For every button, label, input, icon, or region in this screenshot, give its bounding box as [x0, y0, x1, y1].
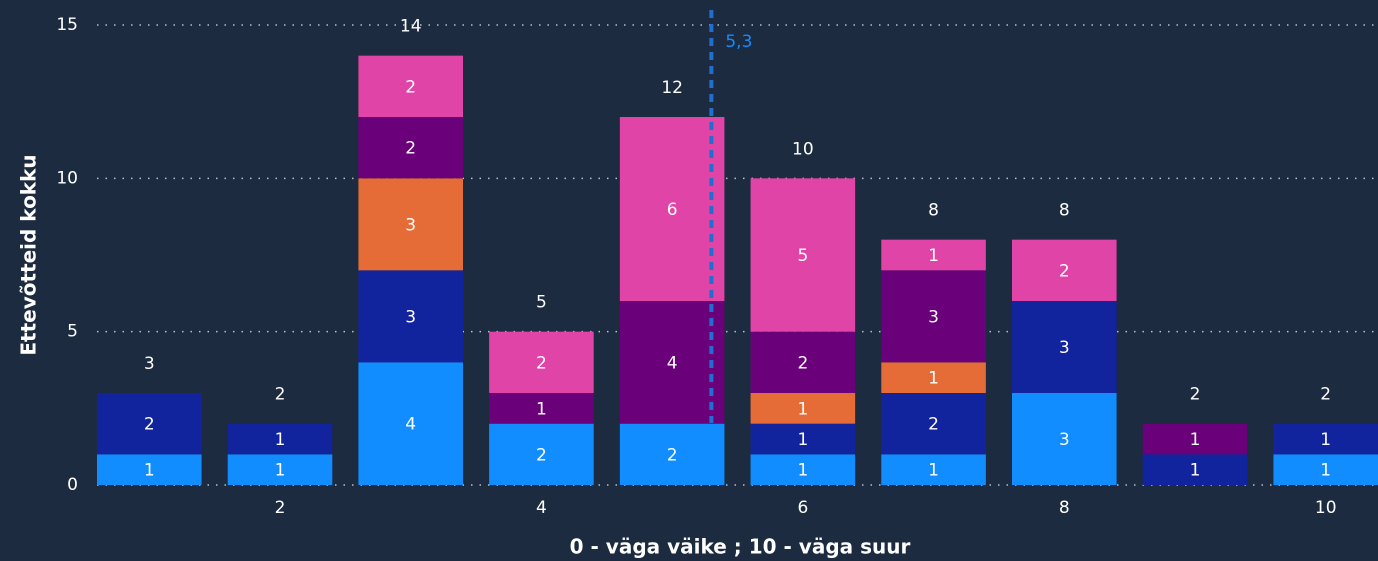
- segment-label: 2: [405, 139, 416, 159]
- bar-segment: [881, 454, 986, 485]
- x-axis-title: 0 - väga väike ; 10 - väga suur: [570, 535, 911, 559]
- y-tick-label: 15: [56, 15, 78, 35]
- segment-label: 2: [928, 415, 939, 435]
- y-tick-label: 0: [67, 475, 78, 495]
- bar-segment: [881, 362, 986, 393]
- y-tick-label: 5: [67, 322, 78, 342]
- segment-label: 1: [1320, 461, 1331, 481]
- bar-segment: [619, 423, 725, 485]
- bar-segment: [358, 178, 463, 271]
- bar-segment: [750, 331, 856, 393]
- bar-segment: [750, 454, 856, 485]
- total-label: 2: [1320, 385, 1331, 405]
- segment-label: 1: [928, 461, 939, 481]
- segment-label: 3: [1059, 430, 1070, 450]
- segment-label: 1: [928, 369, 939, 389]
- bar-segment: [881, 393, 986, 455]
- segment-label: 2: [405, 77, 416, 97]
- segment-label: 2: [536, 445, 547, 465]
- segment-label: 4: [405, 415, 416, 435]
- bar-segment: [750, 423, 856, 455]
- bar-segment: [358, 117, 463, 179]
- bar-segment: [1142, 423, 1248, 455]
- total-label: 14: [400, 17, 422, 37]
- total-label: 5: [536, 293, 547, 313]
- total-label: 2: [275, 385, 286, 405]
- x-tick-label: 8: [1059, 498, 1070, 518]
- bar-segment: [489, 423, 594, 485]
- bar-segment: [227, 423, 333, 455]
- segment-label: 1: [1320, 430, 1331, 450]
- segment-label: 4: [667, 353, 678, 373]
- bar-segment: [358, 270, 463, 363]
- bar-segment: [489, 393, 594, 424]
- total-label: 10: [792, 139, 814, 159]
- segment-label: 2: [797, 353, 808, 373]
- x-tick-label: 2: [275, 498, 286, 518]
- x-tick-label: 6: [797, 498, 808, 518]
- bar-segment: [750, 393, 856, 424]
- total-label: 2: [1190, 385, 1201, 405]
- bar-segment: [1012, 393, 1117, 485]
- bar-segment: [227, 454, 333, 485]
- bar-segment: [750, 178, 856, 332]
- bar-segment: [358, 362, 463, 485]
- bar-segment: [1012, 239, 1117, 301]
- segment-label: 3: [405, 307, 416, 327]
- segment-label: 1: [797, 461, 808, 481]
- bar-segment: [881, 270, 986, 363]
- bar-segment: [489, 331, 594, 393]
- bar-segment: [1273, 454, 1378, 485]
- total-label: 12: [661, 78, 683, 98]
- total-label: 8: [928, 201, 939, 221]
- segment-label: 1: [928, 246, 939, 266]
- segment-label: 1: [275, 461, 286, 481]
- reference-label: 5,3: [725, 32, 752, 52]
- segment-label: 2: [144, 415, 155, 435]
- segment-label: 1: [536, 399, 547, 419]
- segment-label: 5: [797, 246, 808, 266]
- bar-segment: [619, 117, 725, 301]
- segment-label: 2: [536, 353, 547, 373]
- bar-segment: [97, 454, 202, 485]
- segment-label: 3: [1059, 338, 1070, 358]
- bar-segment: [1012, 301, 1117, 393]
- x-tick-label: 4: [536, 498, 547, 518]
- segment-label: 2: [1059, 261, 1070, 281]
- segment-label: 1: [275, 430, 286, 450]
- y-axis-title: Ettevõtteid kokku: [17, 154, 41, 355]
- bar-segment: [97, 393, 202, 455]
- bar-segment: [619, 301, 725, 424]
- bar-segment: [358, 55, 463, 117]
- bar-segment: [1273, 423, 1378, 455]
- segment-label: 2: [667, 445, 678, 465]
- bar-segment: [1142, 454, 1248, 485]
- segment-label: 1: [797, 430, 808, 450]
- segment-label: 3: [928, 307, 939, 327]
- segment-label: 1: [1190, 430, 1201, 450]
- segment-label: 1: [1190, 461, 1201, 481]
- total-label: 8: [1059, 201, 1070, 221]
- segment-label: 1: [797, 399, 808, 419]
- y-tick-label: 10: [56, 168, 78, 188]
- segment-label: 1: [144, 461, 155, 481]
- bar-segment: [881, 239, 986, 271]
- segment-label: 6: [667, 200, 678, 220]
- x-tick-label: 10: [1315, 498, 1337, 518]
- segment-label: 3: [405, 215, 416, 235]
- total-label: 3: [144, 354, 155, 374]
